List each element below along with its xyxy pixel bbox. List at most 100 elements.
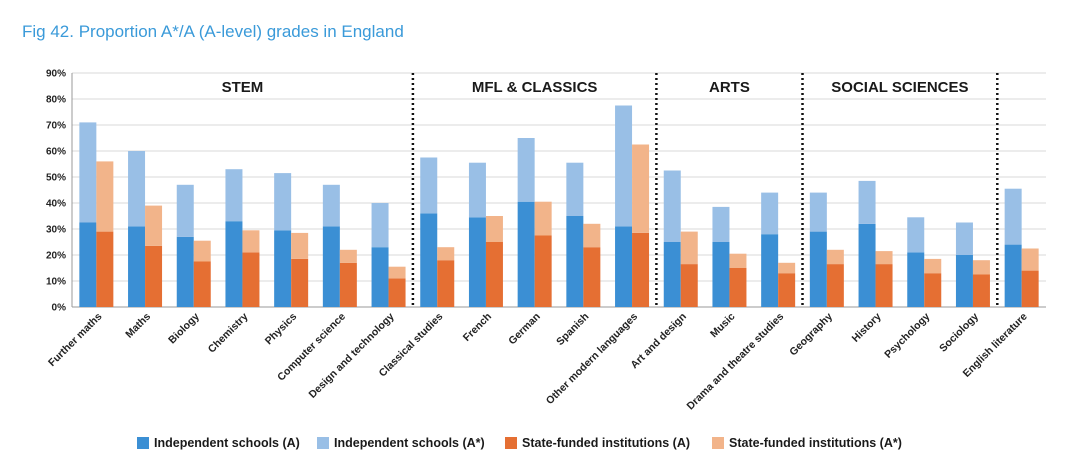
- bar-state-astar: [680, 231, 698, 265]
- x-category-label: Chemistry: [206, 311, 251, 356]
- bar-state-astar: [339, 249, 357, 263]
- legend-label-state-astar: State-funded institutions (A*): [729, 436, 902, 450]
- bar-state-astar: [96, 161, 114, 232]
- bar-independent-astar: [128, 151, 146, 227]
- bar-state-a: [1021, 270, 1039, 307]
- bar-state-a: [96, 231, 114, 307]
- bar-independent-astar: [712, 206, 730, 242]
- y-tick-label: 60%: [46, 147, 66, 158]
- bar-state-a: [778, 273, 796, 307]
- x-category-label: Music: [708, 311, 738, 341]
- group-header: SOCIAL SCIENCES: [831, 79, 968, 96]
- bar-independent-astar: [225, 169, 243, 222]
- bar-state-a: [583, 247, 601, 307]
- bar-independent-a: [858, 223, 876, 307]
- legend-swatch-independent-a: [137, 437, 149, 449]
- bar-independent-a: [176, 236, 194, 307]
- group-header: STEM: [222, 79, 264, 96]
- x-category-label: Biology: [166, 311, 202, 347]
- x-category-label: Maths: [123, 311, 153, 341]
- bar-state-a: [729, 268, 747, 307]
- bar-state-a: [437, 260, 455, 307]
- bar-state-a: [972, 274, 990, 307]
- legend-label-independent-a: Independent schools (A): [154, 436, 300, 450]
- bar-state-a: [680, 264, 698, 307]
- bar-independent-astar: [517, 138, 535, 202]
- bar-independent-astar: [761, 192, 779, 235]
- y-tick-label: 80%: [46, 95, 66, 106]
- group-header: ARTS: [709, 79, 750, 96]
- legend-label-state-a: State-funded institutions (A): [522, 436, 691, 450]
- bar-state-astar: [534, 201, 552, 236]
- bar-state-a: [826, 264, 844, 307]
- y-tick-label: 40%: [46, 199, 66, 210]
- bar-independent-astar: [663, 170, 681, 242]
- chart-legend: Independent schools (A) Independent scho…: [0, 436, 1080, 456]
- bar-independent-astar: [420, 157, 438, 214]
- bar-independent-astar: [322, 184, 340, 227]
- y-tick-label: 10%: [46, 277, 66, 288]
- y-tick-label: 50%: [46, 173, 66, 184]
- bar-independent-a: [955, 255, 973, 307]
- bar-state-astar: [145, 205, 163, 246]
- bar-state-astar: [875, 251, 893, 265]
- bar-state-astar: [924, 258, 942, 274]
- legend-swatch-state-a: [505, 437, 517, 449]
- x-category-label: Spanish: [554, 311, 591, 348]
- bar-independent-a: [517, 201, 535, 307]
- bar-independent-a: [468, 217, 486, 307]
- bar-state-astar: [388, 266, 406, 279]
- x-category-label: Psychology: [882, 311, 932, 361]
- bar-state-astar: [972, 260, 990, 275]
- y-tick-label: 20%: [46, 251, 66, 262]
- legend-item-state-a: State-funded institutions (A): [505, 436, 690, 450]
- chart-title: Fig 42. Proportion A*/A (A-level) grades…: [22, 22, 404, 41]
- bar-independent-a: [809, 231, 827, 307]
- bar-state-a: [388, 278, 406, 307]
- bar-state-astar: [242, 230, 260, 253]
- legend-label-independent-astar: Independent schools (A*): [334, 436, 485, 450]
- bar-state-a: [242, 252, 260, 307]
- bar-independent-astar: [566, 162, 584, 216]
- bar-state-a: [485, 242, 503, 307]
- bar-independent-astar: [371, 203, 389, 248]
- legend-item-independent-astar: Independent schools (A*): [317, 436, 485, 450]
- bar-state-a: [193, 261, 211, 307]
- chart-svg: 0% 10% 20% 30% 40% 50% 60% 70% 80% 90% Further mat…: [46, 69, 1046, 413]
- x-category-label: Drama and theatre studies: [685, 311, 787, 413]
- bar-state-astar: [583, 223, 601, 248]
- bar-independent-a: [128, 226, 146, 307]
- legend-swatch-state-astar: [712, 437, 724, 449]
- bar-state-astar: [485, 216, 503, 242]
- bar-independent-astar: [615, 105, 633, 227]
- bar-state-astar: [729, 253, 747, 268]
- bar-state-astar: [778, 262, 796, 274]
- y-tick-label: 0%: [52, 303, 67, 314]
- bar-independent-astar: [274, 173, 292, 231]
- legend-swatch-independent-astar: [317, 437, 329, 449]
- x-category-label: History: [850, 311, 884, 345]
- bar-state-astar: [437, 247, 455, 261]
- bar-independent-a: [79, 222, 97, 307]
- bar-independent-a: [1004, 244, 1022, 307]
- bar-independent-a: [566, 216, 584, 307]
- bar-state-astar: [1021, 248, 1039, 271]
- bar-independent-a: [663, 242, 681, 307]
- bar-state-a: [534, 235, 552, 307]
- x-category-label: Sociology: [937, 311, 981, 355]
- bar-independent-astar: [176, 184, 194, 237]
- y-tick-label: 30%: [46, 225, 66, 236]
- bar-independent-a: [761, 234, 779, 307]
- x-category-label: Further maths: [46, 311, 105, 370]
- bar-independent-a: [615, 226, 633, 307]
- bar-state-a: [291, 258, 309, 307]
- bar-independent-astar: [858, 180, 876, 224]
- bar-state-astar: [291, 232, 309, 259]
- bar-independent-astar: [1004, 188, 1022, 245]
- bar-independent-a: [371, 247, 389, 307]
- bar-independent-a: [322, 226, 340, 307]
- bar-state-a: [145, 245, 163, 307]
- legend-item-independent-a: Independent schools (A): [137, 436, 300, 450]
- bar-independent-a: [225, 221, 243, 307]
- y-tick-label: 90%: [46, 69, 66, 80]
